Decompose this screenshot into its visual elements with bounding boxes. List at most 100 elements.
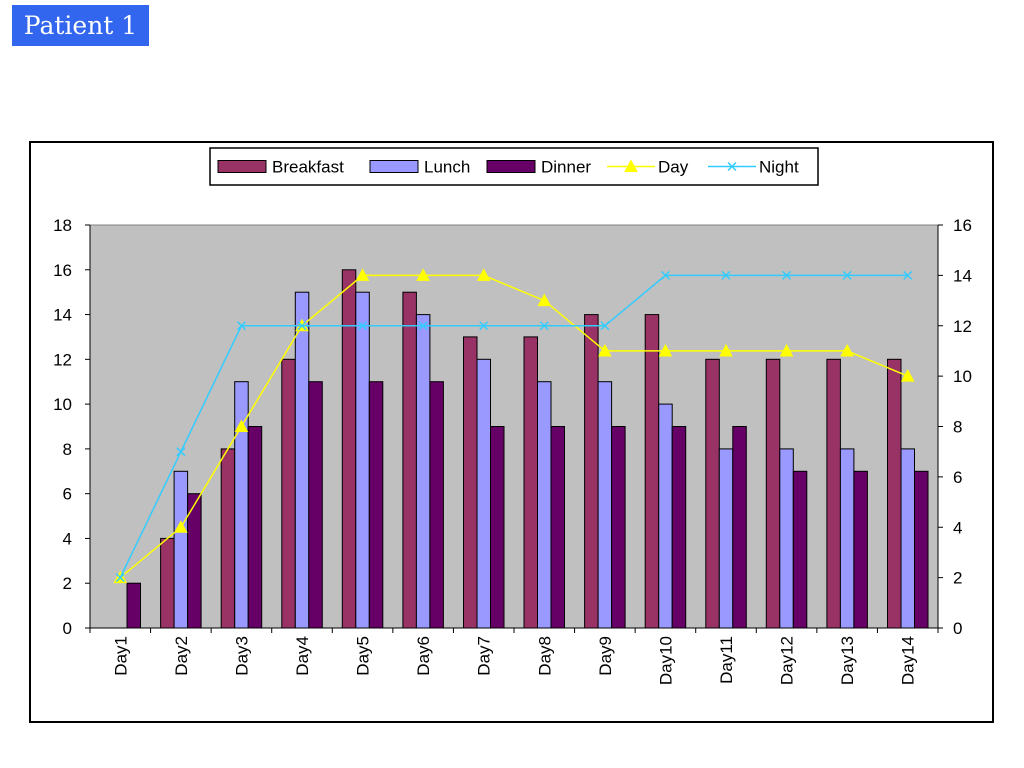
bar-lunch-day4 [294, 291, 310, 629]
y-tick-label-right: 0 [953, 619, 962, 638]
legend-label-day: Day [658, 158, 689, 177]
marker-night-day5 [358, 321, 368, 331]
y-tick-label-right: 2 [953, 569, 962, 588]
y-tick-label-left: 2 [63, 574, 72, 593]
marker-day-day7 [476, 268, 491, 281]
bar-breakfast-day13 [826, 358, 841, 629]
marker-day-day3 [234, 419, 249, 432]
bar-breakfast-day2 [160, 537, 175, 629]
marker-night-day3 [236, 321, 246, 331]
marker-day-day13 [840, 343, 854, 357]
bar-dinner-day7 [490, 426, 505, 629]
marker-day-day2 [174, 520, 188, 533]
x-tick-label-day13: Day13 [838, 636, 857, 685]
bar-lunch-day6 [415, 314, 431, 629]
bar-dinner-day6 [429, 381, 444, 629]
bar-lunch-day8 [537, 381, 552, 629]
x-tick-label-day1: Day1 [111, 636, 130, 676]
bar-lunch-day14 [900, 448, 915, 629]
marker-night-day1 [115, 573, 125, 583]
bar-dinner-day3 [247, 426, 263, 629]
x-tick-label-day9: Day9 [596, 636, 615, 676]
page-title: Patient 1 [12, 5, 149, 46]
bar-lunch-day11 [718, 448, 734, 629]
bar-lunch-day7 [476, 358, 491, 629]
y-tick-label-left: 14 [53, 306, 72, 325]
legend-swatch-lunch [369, 160, 419, 173]
marker-day-day11 [719, 343, 733, 357]
chart: 0 2 4 6 8 10 12 14 16 18 0 2 4 6 8 10 12 14 16 Day1 Day2 Day3… [53, 147, 972, 685]
marker-night-day10 [660, 270, 670, 280]
legend-label-night: Night [759, 158, 799, 177]
bar-dinner-day12 [792, 470, 808, 629]
legend-label-dinner: Dinner [541, 158, 591, 177]
x-tick-label-day11: Day11 [717, 636, 736, 684]
x-tick-label-day6: Day6 [414, 636, 433, 676]
marker-night-day8 [539, 321, 549, 331]
bar-dinner-day1 [126, 582, 141, 629]
legend-label-lunch: Lunch [424, 158, 470, 177]
bar-breakfast-day3 [220, 448, 236, 629]
marker-night-day7 [479, 321, 489, 331]
bar-dinner-day4 [308, 381, 323, 629]
bar-breakfast-day4 [281, 358, 296, 629]
marker-day-day14 [900, 369, 915, 382]
bar-breakfast-day9 [584, 314, 599, 629]
marker-day-day8 [537, 293, 552, 307]
x-tick-label-day5: Day5 [354, 636, 373, 676]
legend-marker-night [727, 161, 737, 172]
marker-night-day12 [782, 270, 792, 280]
marker-night-day6 [418, 321, 428, 331]
bar-breakfast-day11 [705, 358, 720, 629]
bar-lunch-day2 [173, 470, 189, 629]
y-tick-label-right: 4 [953, 518, 962, 537]
y-tick-label-left: 16 [53, 261, 72, 280]
x-tick-label-day8: Day8 [535, 636, 554, 676]
bar-dinner-day14 [914, 470, 929, 629]
x-tick-label-day12: Day12 [778, 636, 797, 685]
plot-area [89, 224, 939, 629]
bar-breakfast-day14 [887, 358, 902, 629]
line-day [119, 274, 908, 579]
bar-lunch-day13 [839, 448, 855, 629]
marker-night-day13 [842, 270, 852, 280]
marker-day-day12 [779, 343, 794, 357]
legend-swatch-dinner [486, 160, 536, 173]
y-tick-label-right: 16 [953, 216, 972, 235]
y-tick-label-right: 8 [953, 418, 962, 437]
x-tick-label-day4: Day4 [293, 636, 312, 676]
marker-night-day2 [176, 447, 186, 457]
legend-swatch-breakfast [217, 160, 267, 173]
marker-night-day9 [600, 321, 610, 331]
bar-breakfast-day8 [523, 336, 538, 629]
y-tick-label-left: 12 [53, 350, 72, 369]
marker-day-day5 [355, 268, 370, 281]
y-tick-label-right: 14 [953, 266, 972, 285]
y-tick-label-right: 10 [953, 367, 972, 386]
y-tick-label-left: 8 [63, 440, 72, 459]
bar-lunch-day9 [597, 381, 613, 629]
y-tick-label-right: 12 [953, 317, 972, 336]
chart-frame: 0 2 4 6 8 10 12 14 16 18 0 2 4 6 8 10 12 14 16 Day1 Day2 Day3… [29, 141, 994, 723]
legend-marker-day [624, 159, 638, 172]
bar-breakfast-day10 [644, 314, 660, 629]
marker-night-day4 [297, 321, 307, 331]
bar-breakfast-day5 [341, 269, 357, 629]
bar-breakfast-day6 [402, 291, 417, 629]
marker-day-day10 [658, 343, 673, 357]
y-tick-label-left: 18 [53, 216, 72, 235]
bar-breakfast-day12 [765, 358, 781, 629]
x-tick-label-day2: Day2 [172, 636, 191, 676]
bar-dinner-day5 [368, 381, 384, 629]
y-tick-label-right: 6 [953, 468, 962, 487]
marker-night-day14 [903, 270, 913, 280]
y-tick-label-left: 10 [53, 395, 72, 414]
bar-dinner-day8 [550, 426, 565, 629]
bar-lunch-day12 [779, 448, 794, 629]
bar-dinner-day11 [732, 426, 747, 629]
x-tick-label-day14: Day14 [899, 636, 918, 685]
bar-dinner-day9 [611, 426, 626, 629]
x-tick-label-day3: Day3 [232, 636, 251, 676]
bar-dinner-day10 [671, 426, 687, 629]
line-night [119, 274, 908, 578]
